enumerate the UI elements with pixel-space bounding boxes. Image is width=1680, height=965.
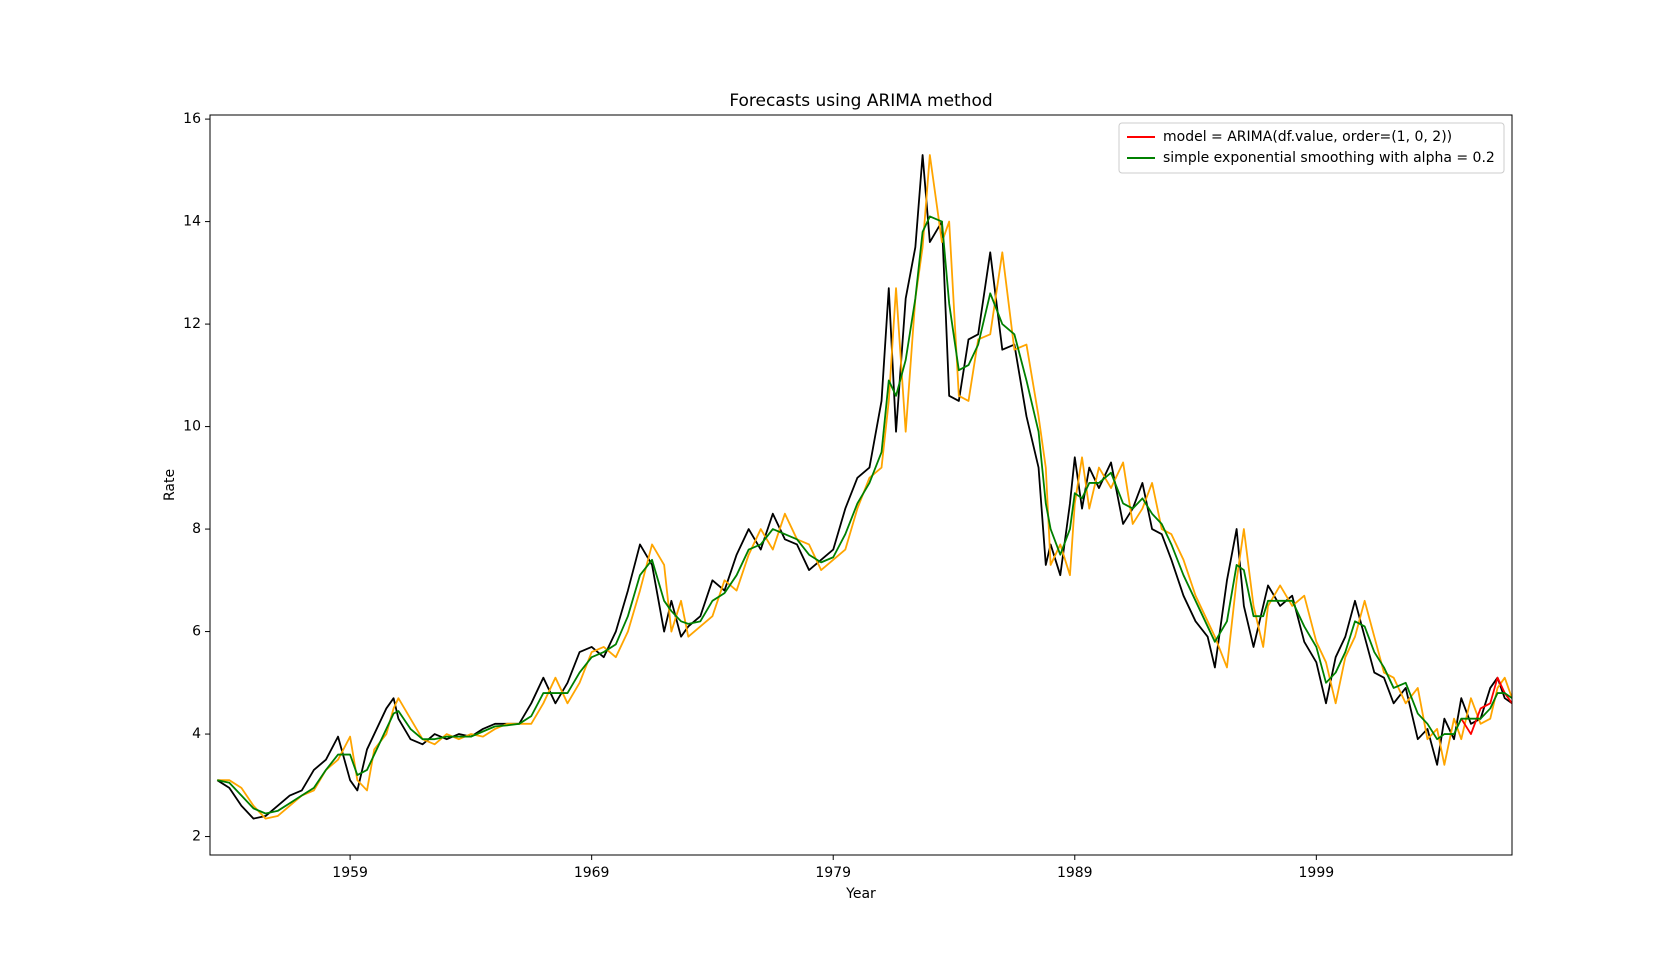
y-tick-label: 6 [192, 624, 201, 640]
y-tick-label: 16 [183, 111, 201, 127]
y-axis-label: Rate [162, 469, 178, 501]
y-tick-label: 14 [183, 214, 201, 230]
plot-area [216, 154, 1512, 820]
x-tick-label: 1989 [1057, 865, 1093, 881]
y-tick-label: 10 [183, 419, 201, 435]
axes-frame [209, 114, 1513, 856]
x-tick-label: 1959 [332, 865, 368, 881]
legend-label: simple exponential smoothing with alpha … [1163, 150, 1495, 166]
x-tick-label: 1969 [574, 865, 610, 881]
series-line [217, 215, 1512, 815]
x-tick-label: 1999 [1299, 865, 1335, 881]
y-tick-label: 4 [192, 726, 201, 742]
legend-label: model = ARIMA(df.value, order=(1, 0, 2)) [1163, 129, 1452, 145]
y-tick-label: 12 [183, 316, 201, 332]
y-tick-label: 2 [192, 829, 201, 845]
series-line [217, 154, 1512, 820]
x-tick-label: 1979 [815, 865, 851, 881]
x-axis-label: Year [845, 886, 876, 902]
y-tick-label: 8 [192, 521, 201, 537]
chart-title: Forecasts using ARIMA method [729, 91, 992, 111]
legend-box [1118, 122, 1505, 174]
